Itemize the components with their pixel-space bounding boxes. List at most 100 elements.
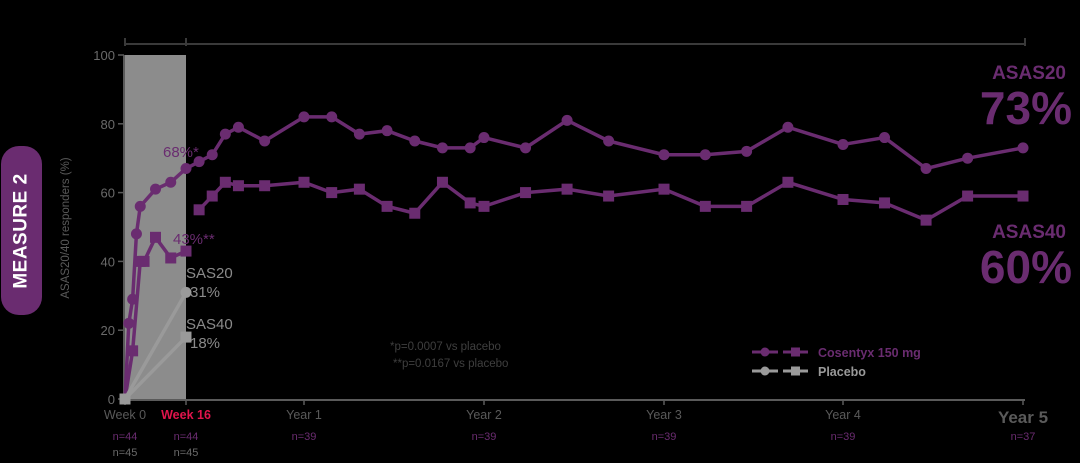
data-point-circle <box>165 176 177 188</box>
x-tick-label: Year 4 <box>825 408 861 422</box>
y-tick-label: 100 <box>93 48 115 63</box>
n-cosentyx-label: n=39 <box>292 431 317 443</box>
data-point-square <box>298 176 310 188</box>
data-point-circle <box>879 132 891 144</box>
data-point-square <box>206 190 218 202</box>
data-point-circle <box>658 149 670 161</box>
n-cosentyx-label: n=44 <box>113 431 138 443</box>
data-point-circle <box>520 142 532 154</box>
data-point-circle <box>561 114 573 126</box>
data-point-square <box>561 183 573 195</box>
data-point-square <box>193 204 205 216</box>
data-point-circle <box>436 142 448 154</box>
data-point-circle <box>699 149 711 161</box>
data-point-square <box>962 190 974 202</box>
data-point-circle <box>409 135 421 147</box>
footnote-2: **p=0.0167 vs placebo <box>393 358 508 370</box>
n-cosentyx-label: n=39 <box>831 431 856 443</box>
data-point-square <box>920 214 932 226</box>
data-point-square <box>138 255 150 267</box>
data-point-square <box>353 183 365 195</box>
footnote-1: *p=0.0007 vs placebo <box>390 341 501 353</box>
data-point-square <box>837 193 849 205</box>
data-point-circle <box>782 121 794 133</box>
data-point-circle <box>150 183 161 195</box>
data-point-square <box>165 252 177 264</box>
data-point-circle <box>193 156 205 168</box>
data-point-square <box>219 176 231 188</box>
annotation-placebo-asas20-value: 31% <box>190 284 220 301</box>
n-cosentyx-label: n=44 <box>174 431 199 443</box>
data-point-square <box>409 207 421 219</box>
data-point-square <box>119 393 131 405</box>
legend-entry-label: Placebo <box>818 365 866 379</box>
data-point-circle <box>353 128 365 140</box>
x-tick-label: Year 1 <box>286 408 322 422</box>
n-cosentyx-label: n=39 <box>472 431 497 443</box>
end-value-asas40: 60% <box>980 241 1072 293</box>
data-point-circle <box>130 228 142 240</box>
y-tick-label: 80 <box>101 117 115 132</box>
x-tick-label: Year 2 <box>466 408 502 422</box>
data-point-circle <box>962 152 974 164</box>
n-cosentyx-label: n=39 <box>652 431 677 443</box>
data-point-square <box>150 231 161 243</box>
data-point-square <box>478 200 490 212</box>
series-line <box>123 291 188 400</box>
end-label-asas40: ASAS40 <box>992 222 1066 243</box>
n-cosentyx-label: n=37 <box>1011 431 1036 443</box>
data-point-square <box>782 176 794 188</box>
data-point-square <box>741 200 753 212</box>
y-tick-label: 0 <box>108 392 115 407</box>
annotation-68: 68%* <box>163 144 199 161</box>
annotation-43: 43%** <box>173 231 215 248</box>
data-point-circle <box>920 163 932 175</box>
data-point-square <box>381 200 393 212</box>
data-point-circle <box>837 138 849 150</box>
data-point-square <box>436 176 448 188</box>
shaded-induction-region <box>125 55 186 399</box>
y-tick-label: 40 <box>101 254 115 269</box>
data-point-circle <box>741 145 753 157</box>
y-tick-label: 60 <box>101 186 115 201</box>
x-tick-label: Week 16 <box>161 408 211 422</box>
data-point-square <box>520 187 532 199</box>
end-value-asas20: 73% <box>980 82 1072 134</box>
data-point-circle <box>326 111 338 123</box>
data-point-square <box>180 245 192 257</box>
data-point-square <box>180 331 192 343</box>
data-point-square <box>1017 190 1029 202</box>
annotation-placebo-asas20: SAS20 <box>186 265 233 282</box>
x-tick-label: Year 3 <box>646 408 682 422</box>
n-placebo-label: n=45 <box>113 447 138 459</box>
end-label-asas20: ASAS20 <box>992 63 1066 84</box>
data-point-square <box>464 197 476 209</box>
data-point-square <box>326 187 338 199</box>
annotation-placebo-asas40-value: 18% <box>190 335 220 352</box>
y-tick-label: 20 <box>101 323 115 338</box>
data-point-square <box>658 183 670 195</box>
data-point-circle <box>298 111 310 123</box>
measure-badge: MEASURE 2 <box>1 146 42 315</box>
series-line <box>123 335 188 401</box>
data-point-circle <box>464 142 476 154</box>
x-tick-label: Week 0 <box>104 408 146 422</box>
data-point-circle <box>1017 142 1029 154</box>
data-point-square <box>879 197 891 209</box>
data-point-circle <box>134 200 146 212</box>
x-tick-label: Year 5 <box>998 408 1048 427</box>
data-point-square <box>259 180 271 192</box>
data-point-circle <box>180 286 192 298</box>
data-point-circle <box>232 121 244 133</box>
data-point-circle <box>259 135 271 147</box>
data-point-circle <box>219 128 231 140</box>
data-point-circle <box>123 317 135 329</box>
data-point-circle <box>206 149 218 161</box>
data-point-square <box>127 345 139 357</box>
data-point-circle <box>603 135 615 147</box>
data-point-circle <box>381 125 393 137</box>
n-placebo-label: n=45 <box>174 447 199 459</box>
legend-entry-label: Cosentyx 150 mg <box>818 346 921 360</box>
data-point-circle <box>180 163 192 175</box>
